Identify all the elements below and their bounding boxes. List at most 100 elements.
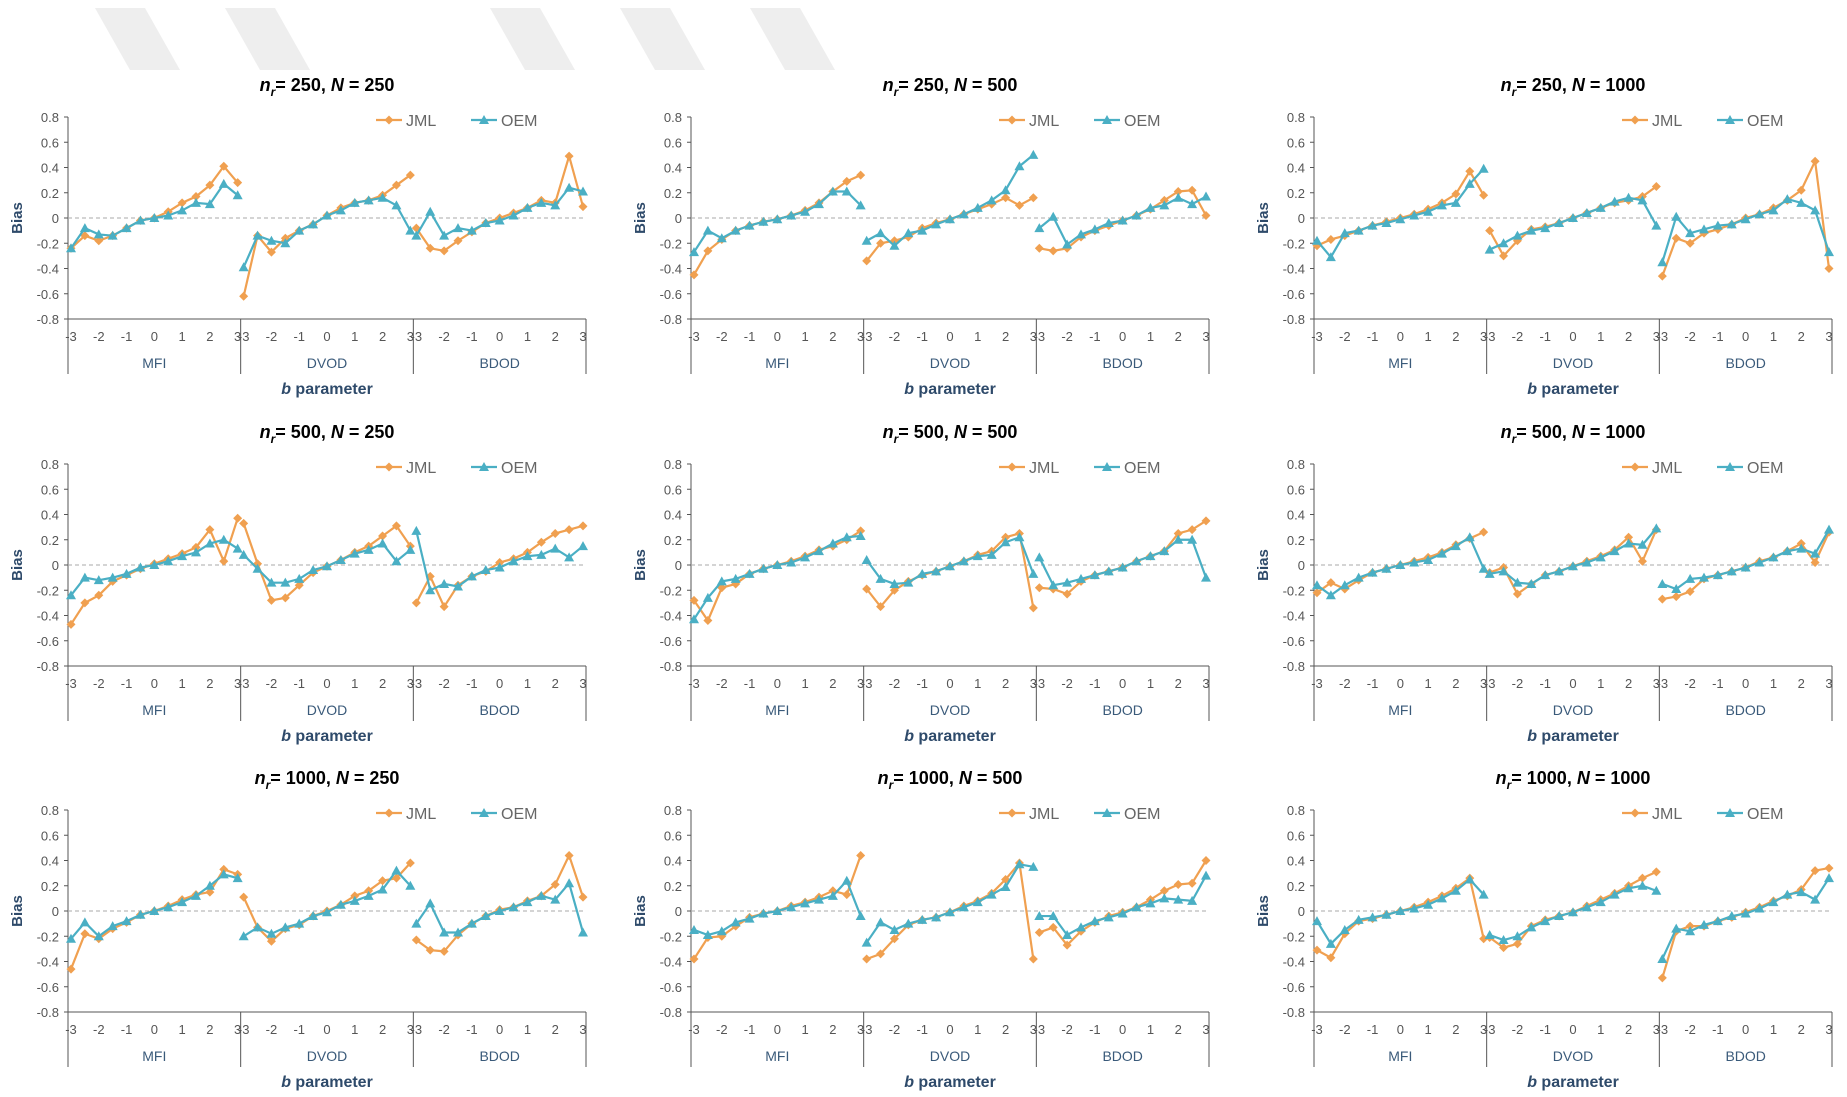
data-point-oem	[903, 577, 914, 587]
legend-label: OEM	[1124, 806, 1160, 823]
x-tick-label: -1	[121, 676, 133, 691]
x-tick-label: -3	[1657, 329, 1669, 344]
data-point-jml	[378, 531, 388, 541]
data-point-oem	[1450, 885, 1461, 895]
y-tick-label: 0.6	[41, 135, 59, 150]
data-point-jml	[1465, 166, 1475, 176]
data-point-oem	[744, 913, 755, 923]
legend-label: OEM	[1747, 806, 1783, 823]
data-point-jml	[233, 178, 243, 188]
x-tick-label: 1	[1147, 329, 1154, 344]
data-point-oem	[1478, 889, 1489, 899]
data-point-jml	[1810, 557, 1820, 567]
data-point-oem	[93, 931, 104, 941]
y-tick-label: 0.2	[664, 186, 682, 201]
data-point-oem	[875, 573, 886, 583]
data-point-oem	[578, 186, 588, 196]
x-tick-label: 2	[1625, 329, 1632, 344]
y-tick-label: -0.4	[660, 955, 682, 970]
data-point-oem	[1671, 583, 1682, 593]
data-point-jml	[1028, 603, 1038, 613]
group-label: MFI	[142, 702, 166, 718]
data-point-oem	[958, 556, 969, 566]
data-point-jml	[1657, 973, 1667, 983]
data-point-oem	[1464, 178, 1475, 188]
x-tick-label: -3	[1311, 329, 1323, 344]
y-tick-label: 0	[675, 904, 682, 919]
series-line-oem	[1038, 538, 1208, 587]
x-tick-label: 3	[1480, 1022, 1487, 1037]
x-tick-label: 0	[1119, 676, 1126, 691]
x-tick-label: 2	[1452, 676, 1459, 691]
data-point-oem	[564, 552, 575, 562]
data-point-oem	[1754, 557, 1765, 567]
x-tick-label: 2	[379, 329, 386, 344]
data-point-oem	[135, 215, 146, 225]
series-line-oem	[242, 196, 412, 268]
data-point-oem	[1484, 568, 1495, 578]
data-point-oem	[1048, 580, 1059, 590]
group-label: MFI	[1388, 355, 1412, 371]
data-point-oem	[814, 546, 824, 556]
x-tick-label: 1	[524, 676, 531, 691]
data-point-oem	[1623, 192, 1634, 202]
data-point-oem	[1034, 223, 1045, 233]
x-tick-label: -1	[1539, 1022, 1551, 1037]
x-tick-label: -2	[1339, 1022, 1351, 1037]
data-point-oem	[1609, 546, 1620, 556]
y-tick-label: -0.4	[37, 609, 59, 624]
data-point-oem	[1740, 908, 1751, 918]
x-tick-label: -3	[411, 329, 423, 344]
x-tick-label: -1	[466, 676, 478, 691]
data-point-oem	[861, 554, 872, 564]
legend-marker	[1630, 115, 1640, 125]
x-tick-label: -2	[438, 329, 450, 344]
data-point-oem	[322, 210, 332, 220]
data-point-oem	[191, 890, 201, 900]
x-axis-label: b parameter	[1527, 1074, 1619, 1091]
data-point-oem	[322, 561, 332, 571]
data-point-oem	[1089, 570, 1100, 580]
legend-label: OEM	[1747, 460, 1783, 477]
x-tick-label: -3	[1657, 676, 1669, 691]
y-tick-label: 0.8	[1287, 110, 1305, 125]
data-point-oem	[349, 895, 360, 905]
chart-panel: nr= 1000, N = 250 0.8 0.6 0.4 0.2 0 -0.2 -0.4 -0…	[9, 768, 588, 1091]
x-tick-label: -2	[1512, 676, 1524, 691]
data-point-oem	[550, 200, 561, 210]
data-point-jml	[239, 518, 249, 528]
data-point-oem	[107, 230, 118, 240]
x-tick-label: 1	[974, 676, 981, 691]
y-tick-label: 0.4	[41, 161, 59, 176]
data-point-oem	[1699, 224, 1709, 234]
data-point-jml	[1034, 927, 1044, 937]
y-tick-label: 0.2	[41, 186, 59, 201]
data-point-oem	[1712, 916, 1723, 926]
x-tick-label: -1	[1367, 1022, 1379, 1037]
data-point-oem	[204, 538, 215, 548]
x-tick-label: -2	[438, 1022, 450, 1037]
x-tick-label: 1	[1770, 1022, 1777, 1037]
data-point-oem	[1581, 557, 1592, 567]
data-point-oem	[149, 906, 160, 915]
data-point-oem	[730, 225, 741, 235]
data-point-oem	[411, 918, 422, 928]
y-tick-label: 0	[52, 558, 59, 573]
data-point-oem	[508, 902, 519, 912]
data-point-jml	[856, 526, 866, 536]
x-tick-label: -3	[861, 329, 873, 344]
x-tick-label: -2	[1061, 1022, 1073, 1037]
data-point-oem	[945, 561, 955, 571]
y-tick-label: -0.4	[660, 609, 682, 624]
legend-label: JML	[406, 113, 436, 130]
data-point-oem	[1595, 552, 1606, 562]
x-tick-label: -3	[1034, 676, 1046, 691]
data-point-oem	[238, 262, 249, 272]
data-point-oem	[1651, 885, 1662, 895]
group-label: DVOD	[930, 355, 970, 371]
data-point-oem	[79, 917, 90, 927]
x-tick-label: 0	[946, 329, 953, 344]
data-point-oem	[1526, 922, 1537, 932]
group-label: DVOD	[930, 1048, 970, 1064]
group-label: DVOD	[1553, 355, 1593, 371]
